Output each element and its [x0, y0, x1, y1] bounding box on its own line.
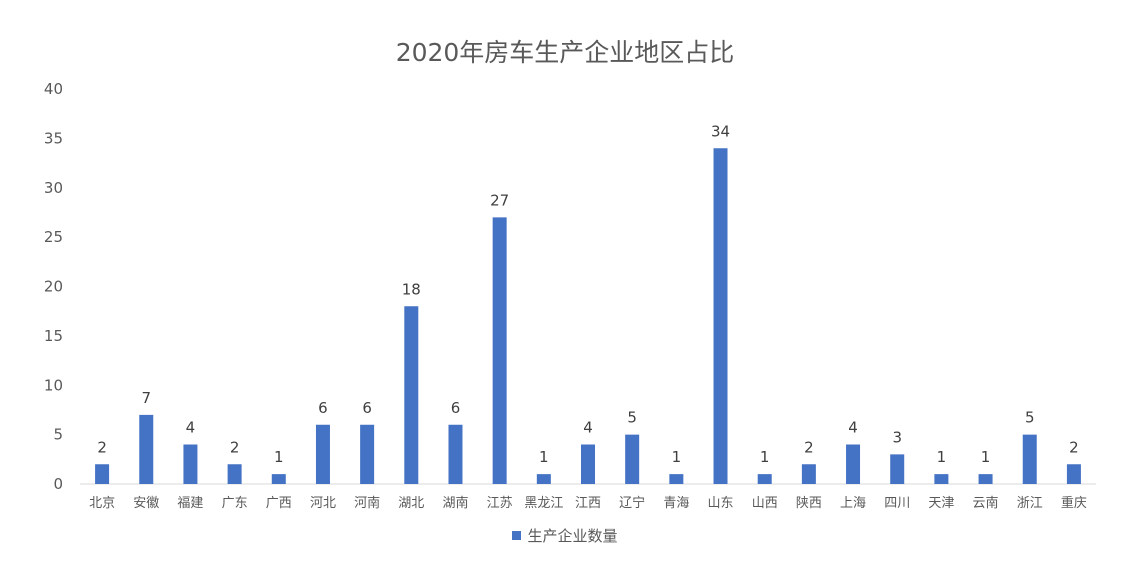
bar-7	[404, 306, 419, 484]
bar-21	[1022, 434, 1037, 484]
y-tick-label: 30	[44, 179, 63, 197]
data-label: 1	[539, 448, 549, 466]
x-category-label: 北京	[89, 496, 115, 511]
x-category-label: 重庆	[1061, 495, 1087, 511]
data-label: 1	[937, 448, 947, 466]
bar-19	[934, 474, 949, 484]
bar-0	[95, 464, 110, 484]
x-category-label: 四川	[884, 496, 910, 511]
data-label: 2	[97, 438, 107, 456]
legend-swatch	[512, 531, 522, 540]
data-label: 5	[1025, 409, 1035, 427]
bar-22	[1066, 464, 1081, 484]
y-tick-label: 35	[44, 129, 63, 147]
x-category-label: 陕西	[796, 496, 822, 511]
x-category-label: 河南	[354, 495, 380, 511]
data-label: 4	[186, 419, 196, 437]
bar-1	[139, 414, 154, 484]
data-label: 1	[981, 448, 991, 466]
x-category-label: 江西	[575, 496, 601, 511]
y-tick-label: 20	[44, 278, 63, 296]
y-tick-label: 10	[44, 376, 63, 394]
bar-12	[625, 434, 640, 484]
y-tick-label: 5	[53, 426, 63, 444]
bar-16	[801, 464, 816, 484]
x-category-label: 山东	[708, 496, 734, 511]
bar-18	[890, 454, 905, 484]
data-label: 1	[274, 448, 284, 466]
bar-13	[669, 474, 684, 484]
bar-3	[227, 464, 242, 484]
bar-11	[581, 444, 595, 484]
data-label: 6	[362, 399, 372, 417]
bar-10	[536, 474, 551, 484]
data-label: 2	[230, 438, 240, 456]
x-category-label: 江苏	[487, 495, 513, 511]
x-category-label: 青海	[663, 496, 689, 511]
chart-legend: 生产企业数量	[0, 525, 1130, 546]
y-tick-label: 0	[53, 475, 63, 493]
data-label: 6	[318, 399, 328, 417]
chart-title: 2020年房车生产企业地区占比	[395, 38, 735, 67]
data-label: 3	[892, 428, 902, 446]
x-category-label: 湖南	[442, 495, 468, 511]
bar-15	[757, 474, 772, 484]
y-tick-label: 15	[44, 327, 63, 345]
y-tick-label: 40	[44, 80, 63, 98]
data-label: 27	[490, 191, 509, 209]
x-category-label: 浙江	[1017, 496, 1043, 511]
x-category-label: 广东	[222, 496, 248, 511]
data-label: 4	[583, 419, 593, 437]
x-category-label: 天津	[928, 496, 954, 511]
x-category-label: 黑龙江	[524, 496, 563, 511]
data-label: 6	[451, 399, 461, 417]
data-label: 2	[804, 438, 814, 456]
data-label: 7	[141, 389, 151, 407]
data-label: 1	[760, 448, 770, 466]
x-category-label: 山西	[752, 496, 778, 511]
x-category-label: 安徽	[133, 496, 159, 511]
data-label: 1	[672, 448, 682, 466]
data-label: 18	[402, 280, 421, 298]
y-tick-label: 25	[44, 228, 63, 246]
bar-17	[846, 444, 861, 484]
bar-8	[448, 424, 463, 484]
bar-14	[713, 148, 728, 484]
bar-6	[360, 424, 375, 484]
x-category-label: 上海	[840, 496, 866, 511]
bar-5	[315, 424, 330, 484]
x-category-label: 湖北	[398, 496, 424, 511]
bar-2	[183, 444, 198, 484]
x-category-label: 广西	[266, 496, 292, 511]
bar-20	[978, 474, 993, 484]
bar-9	[492, 217, 507, 484]
bar-4	[271, 474, 286, 484]
x-category-label: 云南	[973, 495, 999, 511]
data-label: 34	[711, 122, 730, 140]
legend-label: 生产企业数量	[527, 527, 618, 545]
data-label: 2	[1069, 438, 1079, 456]
x-category-label: 辽宁	[619, 495, 645, 511]
x-category-label: 福建	[177, 496, 203, 511]
data-label: 5	[627, 409, 637, 427]
x-category-label: 河北	[310, 496, 336, 511]
data-label: 4	[848, 419, 858, 437]
